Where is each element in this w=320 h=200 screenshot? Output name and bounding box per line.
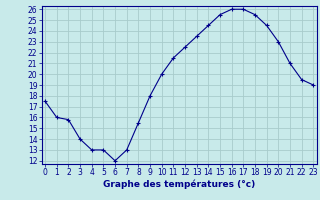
X-axis label: Graphe des températures (°c): Graphe des températures (°c): [103, 180, 255, 189]
